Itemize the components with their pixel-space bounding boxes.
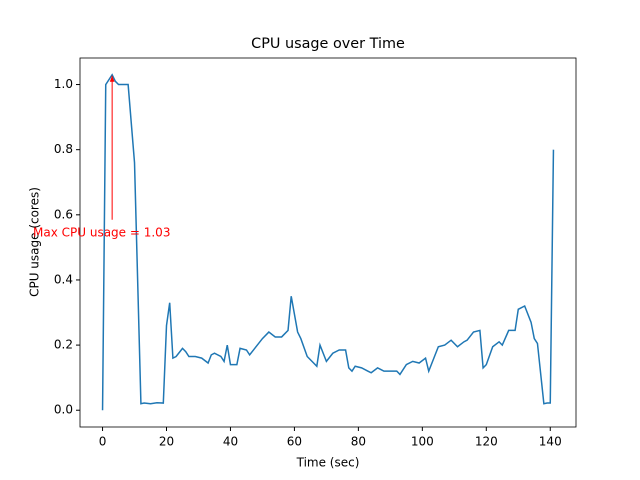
y-tick-label: 0.0	[54, 403, 73, 417]
chart-title: CPU usage over Time	[251, 36, 405, 52]
axes-frame	[79, 57, 577, 428]
x-tick-label: 100	[411, 435, 434, 449]
x-tick-label: 80	[351, 435, 366, 449]
x-tick-label: 120	[475, 435, 498, 449]
y-tick-label: 0.4	[54, 272, 73, 286]
x-tick-label: 20	[159, 435, 174, 449]
x-tick-label: 140	[539, 435, 562, 449]
data-line	[101, 73, 555, 411]
x-tick-label: 60	[287, 435, 302, 449]
x-tick-label: 0	[99, 435, 107, 449]
annotation-text: Max CPU usage = 1.03	[33, 225, 170, 239]
y-axis-label: CPU usage (cores)	[28, 187, 42, 297]
y-tick-label: 0.8	[54, 142, 73, 156]
x-tick-label: 40	[223, 435, 238, 449]
y-tick-label: 1.0	[54, 77, 73, 91]
x-axis-label: Time (sec)	[296, 456, 360, 470]
y-tick-label: 0.6	[54, 207, 73, 221]
y-tick-label: 0.2	[54, 338, 73, 352]
